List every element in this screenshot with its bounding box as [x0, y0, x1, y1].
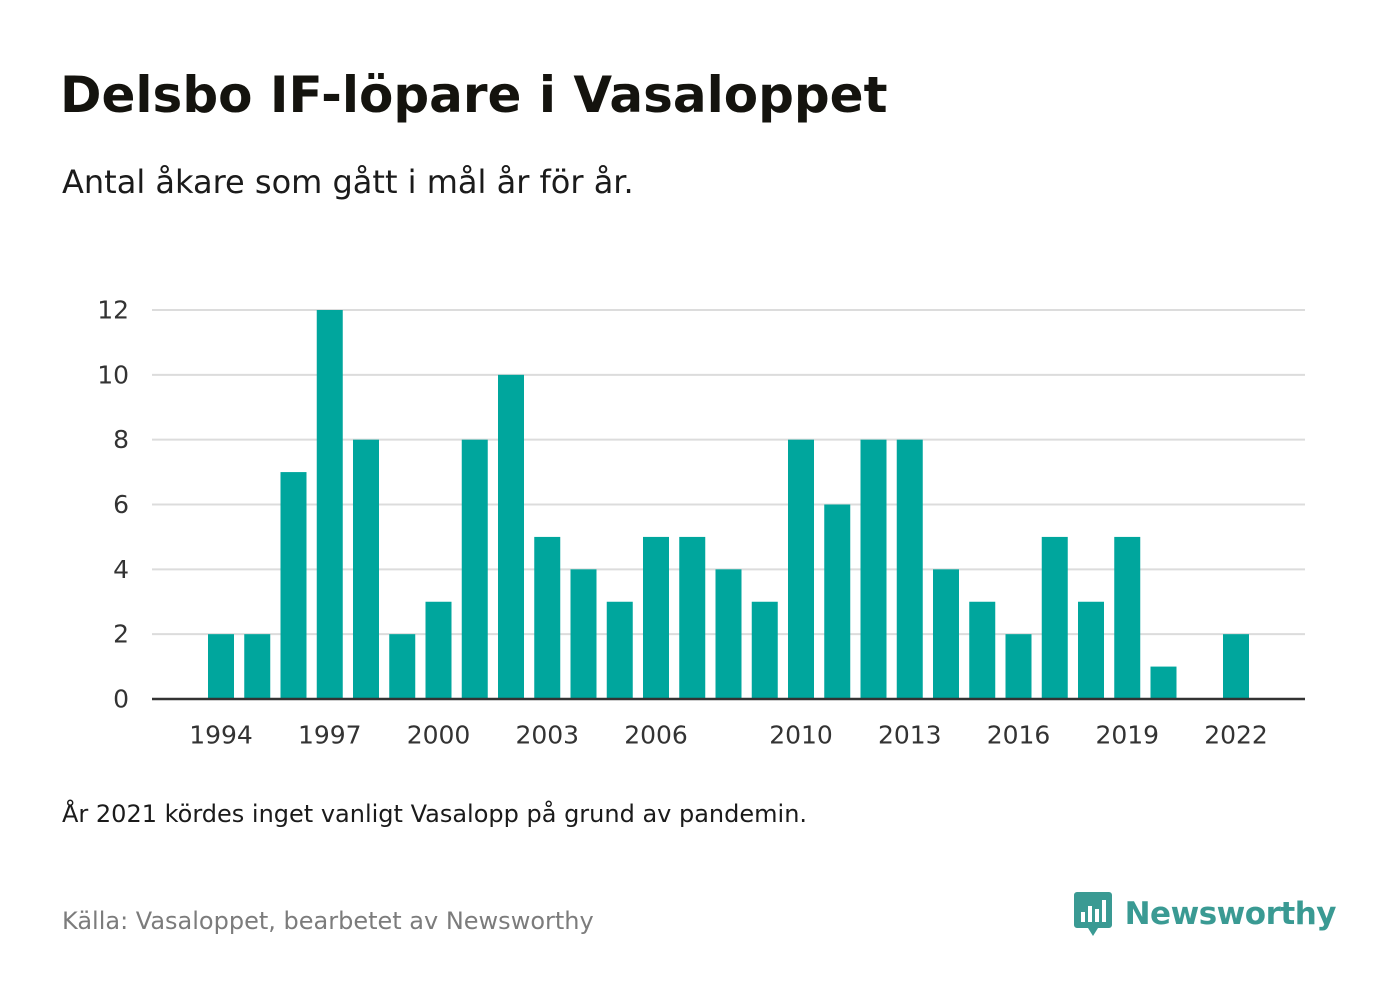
- chart-title: Delsbo IF-löpare i Vasaloppet: [60, 66, 888, 124]
- bar-2012: [860, 439, 887, 699]
- bar-2013: [896, 439, 923, 699]
- bar-2011: [824, 504, 851, 699]
- bar-2020: [1150, 666, 1177, 699]
- bar-2022: [1223, 634, 1249, 699]
- bar-2010: [788, 439, 814, 699]
- bars: [208, 310, 1249, 699]
- x-tick-label: 1997: [298, 721, 362, 750]
- bar-2007: [679, 536, 706, 699]
- newsworthy-brand[interactable]: Newsworthy: [1073, 888, 1337, 940]
- y-tick-label: 6: [113, 490, 129, 519]
- bar-2018: [1078, 601, 1104, 699]
- x-tick-label: 2013: [878, 721, 942, 750]
- x-tick-label: 2019: [1095, 721, 1159, 750]
- bar-2003: [534, 536, 561, 699]
- bar-2019: [1114, 536, 1141, 699]
- brand-name: Newsworthy: [1124, 896, 1337, 932]
- gridlines: [152, 309, 1305, 636]
- x-tick-label: 2006: [624, 721, 688, 750]
- x-axis-tick-labels: 1994 1997 2000 2003 2006 2010 2013 2016 2019 2022: [189, 721, 1268, 750]
- y-tick-label: 2: [113, 620, 129, 649]
- bar-2001: [461, 439, 488, 699]
- bar-2014: [933, 569, 959, 699]
- y-tick-label: 4: [113, 555, 129, 584]
- bar-chart-speech-bubble-icon: [1073, 892, 1112, 936]
- bar-1996: [280, 472, 307, 699]
- y-tick-label: 8: [113, 425, 129, 454]
- bar-2005: [606, 601, 633, 699]
- chart-footnote: År 2021 kördes inget vanligt Vasalopp på…: [62, 800, 808, 828]
- x-tick-label: 2000: [407, 721, 471, 750]
- bar-1998: [353, 439, 379, 699]
- bar-2016: [1005, 634, 1032, 699]
- x-tick-label: 2022: [1204, 721, 1268, 750]
- bar-1997: [316, 310, 343, 699]
- bar-2017: [1041, 536, 1068, 699]
- bar-2006: [643, 536, 669, 699]
- bar-2009: [751, 601, 778, 699]
- x-tick-label: 2016: [987, 721, 1051, 750]
- bar-1999: [389, 634, 416, 699]
- bar-2000: [425, 601, 452, 699]
- bar-2002: [498, 374, 524, 699]
- bar-2008: [715, 569, 742, 699]
- bar-1995: [244, 634, 271, 699]
- x-tick-label: 2010: [769, 721, 833, 750]
- x-tick-label: 1994: [189, 721, 253, 750]
- bar-chart: 0 2 4 6 8 10 12 1994 1997 2000 2003 2006 2010 2013 20…: [97, 296, 1305, 750]
- bar-2015: [969, 601, 996, 699]
- bar-1994: [208, 634, 234, 699]
- y-tick-label: 10: [97, 360, 129, 389]
- y-tick-label: 0: [113, 685, 129, 714]
- source-credit: Källa: Vasaloppet, bearbetet av Newswort…: [62, 907, 594, 935]
- bar-2004: [570, 569, 597, 699]
- chart-subtitle: Antal åkare som gått i mål år för år.: [62, 163, 634, 201]
- y-axis-tick-labels: 0 2 4 6 8 10 12: [97, 296, 129, 714]
- x-tick-label: 2003: [515, 721, 579, 750]
- y-tick-label: 12: [97, 296, 129, 325]
